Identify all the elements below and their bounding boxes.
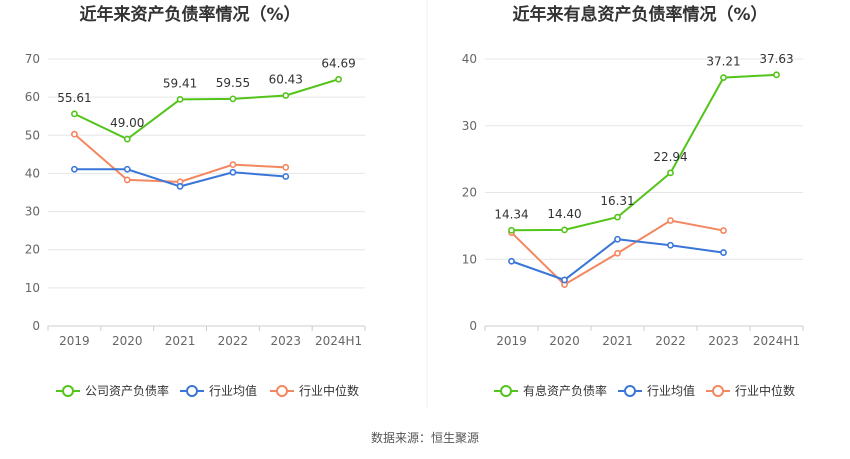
y-tick-label: 70 bbox=[25, 52, 40, 66]
y-tick-label: 30 bbox=[462, 119, 477, 133]
data-point bbox=[229, 168, 237, 176]
data-point bbox=[71, 130, 78, 138]
data-point bbox=[71, 110, 78, 118]
chart-panel-1: 近年来资产负债率情况（%） 0 10 20 30 40 50 60 70 2019 2020 2021… bbox=[25, 4, 366, 398]
x-tick-label: 2019 bbox=[496, 334, 527, 348]
y-tick-label: 40 bbox=[462, 52, 477, 66]
y-tick-label: 0 bbox=[32, 319, 40, 333]
x-tick-label: 2020 bbox=[112, 334, 143, 348]
data-point bbox=[614, 249, 621, 257]
y-tick-label: 20 bbox=[25, 243, 40, 257]
legend-label: 行业均值 bbox=[647, 383, 695, 398]
x-tick-label: 2024H1 bbox=[753, 334, 800, 348]
data-point bbox=[282, 92, 290, 99]
data-point bbox=[720, 249, 727, 256]
data-point bbox=[508, 226, 515, 234]
data-point bbox=[614, 235, 621, 243]
legend-swatch-marker bbox=[62, 385, 74, 397]
data-point bbox=[335, 75, 342, 83]
y-tick-label: 50 bbox=[25, 128, 40, 142]
x-tick-label: 2022 bbox=[218, 334, 249, 348]
legend-swatch-marker bbox=[500, 385, 512, 397]
chart-panel-2: 近年来有息资产负债率情况（%） 0 10 20 30 40 2019 2020 2021 2022… bbox=[462, 4, 804, 398]
x-tick-label: 2022 bbox=[655, 334, 686, 348]
data-label: 14.40 bbox=[547, 207, 581, 221]
data-point bbox=[282, 163, 290, 171]
legend-swatch-marker bbox=[276, 385, 288, 397]
data-label: 14.34 bbox=[494, 207, 528, 221]
data-point bbox=[667, 241, 674, 249]
y-tick-label: 10 bbox=[462, 252, 477, 266]
data-point bbox=[282, 173, 290, 180]
data-label: 59.55 bbox=[216, 76, 250, 90]
data-point bbox=[229, 161, 237, 169]
data-label: 60.43 bbox=[269, 73, 303, 87]
data-label: 37.63 bbox=[759, 52, 793, 66]
data-point bbox=[773, 71, 780, 79]
legend-label: 行业中位数 bbox=[735, 383, 795, 398]
data-point bbox=[508, 257, 515, 265]
data-point bbox=[667, 169, 674, 177]
data-point bbox=[123, 135, 131, 143]
data-point bbox=[123, 165, 131, 173]
legend-swatch-marker bbox=[624, 385, 636, 397]
legend-swatch-marker bbox=[712, 385, 724, 397]
data-label: 64.69 bbox=[321, 56, 355, 70]
data-label: 49.00 bbox=[110, 116, 144, 130]
y-tick-label: 20 bbox=[462, 186, 477, 200]
data-point bbox=[614, 213, 621, 221]
x-tick-label: 2019 bbox=[59, 334, 90, 348]
legend-label: 行业中位数 bbox=[299, 383, 359, 398]
data-point bbox=[561, 226, 568, 234]
y-tick-label: 10 bbox=[25, 281, 40, 295]
y-tick-label: 40 bbox=[25, 166, 40, 180]
x-tick-label: 2021 bbox=[165, 334, 196, 348]
data-point bbox=[667, 217, 674, 224]
legend-label: 公司资产负债率 bbox=[85, 383, 169, 398]
data-label: 22.94 bbox=[653, 150, 687, 164]
data-point bbox=[123, 176, 131, 184]
x-tick-label: 2023 bbox=[708, 334, 739, 348]
data-point bbox=[229, 95, 237, 103]
y-tick-label: 60 bbox=[25, 90, 40, 104]
data-source-note: 数据来源：恒生聚源 bbox=[370, 431, 479, 445]
data-point bbox=[176, 182, 184, 190]
x-tick-label: 2020 bbox=[549, 334, 580, 348]
data-point bbox=[720, 74, 727, 82]
x-tick-label: 2021 bbox=[602, 334, 633, 348]
data-point bbox=[71, 165, 78, 173]
legend-label: 有息资产负债率 bbox=[523, 383, 607, 398]
series-line bbox=[73, 78, 339, 141]
data-label: 37.21 bbox=[706, 55, 740, 69]
data-point bbox=[561, 276, 568, 284]
data-label: 59.41 bbox=[163, 76, 197, 90]
chart-title: 近年来资产负债率情况（%） bbox=[79, 4, 300, 25]
legend-label: 行业均值 bbox=[209, 383, 257, 398]
chart-title: 近年来有息资产负债率情况（%） bbox=[512, 4, 767, 25]
x-tick-label: 2023 bbox=[270, 334, 301, 348]
series-line bbox=[511, 73, 777, 232]
data-label: 55.61 bbox=[57, 91, 91, 105]
y-tick-label: 0 bbox=[469, 319, 477, 333]
legend-swatch-marker bbox=[186, 385, 198, 397]
data-label: 16.31 bbox=[600, 194, 634, 208]
data-point bbox=[176, 95, 184, 103]
data-point bbox=[720, 227, 727, 234]
y-tick-label: 30 bbox=[25, 205, 40, 219]
x-tick-label: 2024H1 bbox=[315, 334, 362, 348]
